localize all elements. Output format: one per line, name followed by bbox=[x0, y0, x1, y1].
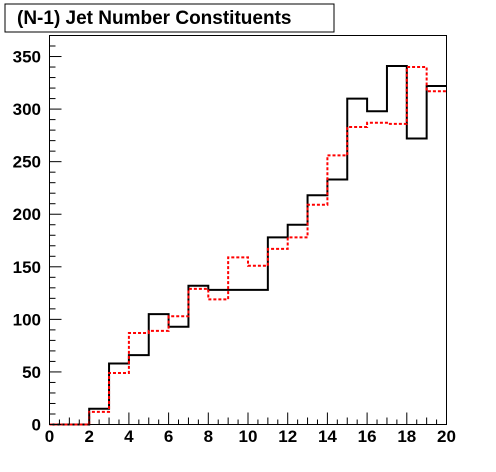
x-tick-label: 14 bbox=[318, 427, 337, 446]
x-tick-label: 4 bbox=[124, 427, 134, 446]
y-tick-label: 250 bbox=[13, 153, 41, 172]
y-tick-label: 0 bbox=[32, 416, 41, 435]
y-tick-label: 200 bbox=[13, 205, 41, 224]
x-tick-label: 6 bbox=[164, 427, 173, 446]
title-box: (N-1) Jet Number Constituents bbox=[4, 3, 335, 33]
x-tick-label: 2 bbox=[84, 427, 93, 446]
histogram-series-group bbox=[49, 64, 447, 426]
x-tick-label: 8 bbox=[204, 427, 213, 446]
y-tick-label: 100 bbox=[13, 310, 41, 329]
plot-area bbox=[49, 35, 447, 426]
y-tick-label: 300 bbox=[13, 100, 41, 119]
x-tick-label: 10 bbox=[239, 427, 258, 446]
title-background bbox=[4, 3, 335, 33]
y-tick-label: 50 bbox=[22, 363, 41, 382]
y-tick-label: 350 bbox=[13, 48, 41, 67]
x-tick-label: 12 bbox=[278, 427, 297, 446]
y-axis: 0 50 100 150 200 250 300 350 bbox=[13, 35, 62, 435]
x-tick-label: 18 bbox=[397, 427, 416, 446]
histogram-series-2-dashed bbox=[49, 66, 447, 426]
x-tick-label: 20 bbox=[437, 427, 456, 446]
x-axis: 0 2 4 6 8 10 12 14 16 18 20 bbox=[45, 412, 456, 446]
x-tick-label: 0 bbox=[45, 427, 54, 446]
chart-title: (N-1) Jet Number Constituents bbox=[17, 8, 291, 29]
y-tick-label: 150 bbox=[13, 258, 41, 277]
histogram-series-1-solid bbox=[49, 64, 447, 426]
x-tick-label: 16 bbox=[358, 427, 377, 446]
